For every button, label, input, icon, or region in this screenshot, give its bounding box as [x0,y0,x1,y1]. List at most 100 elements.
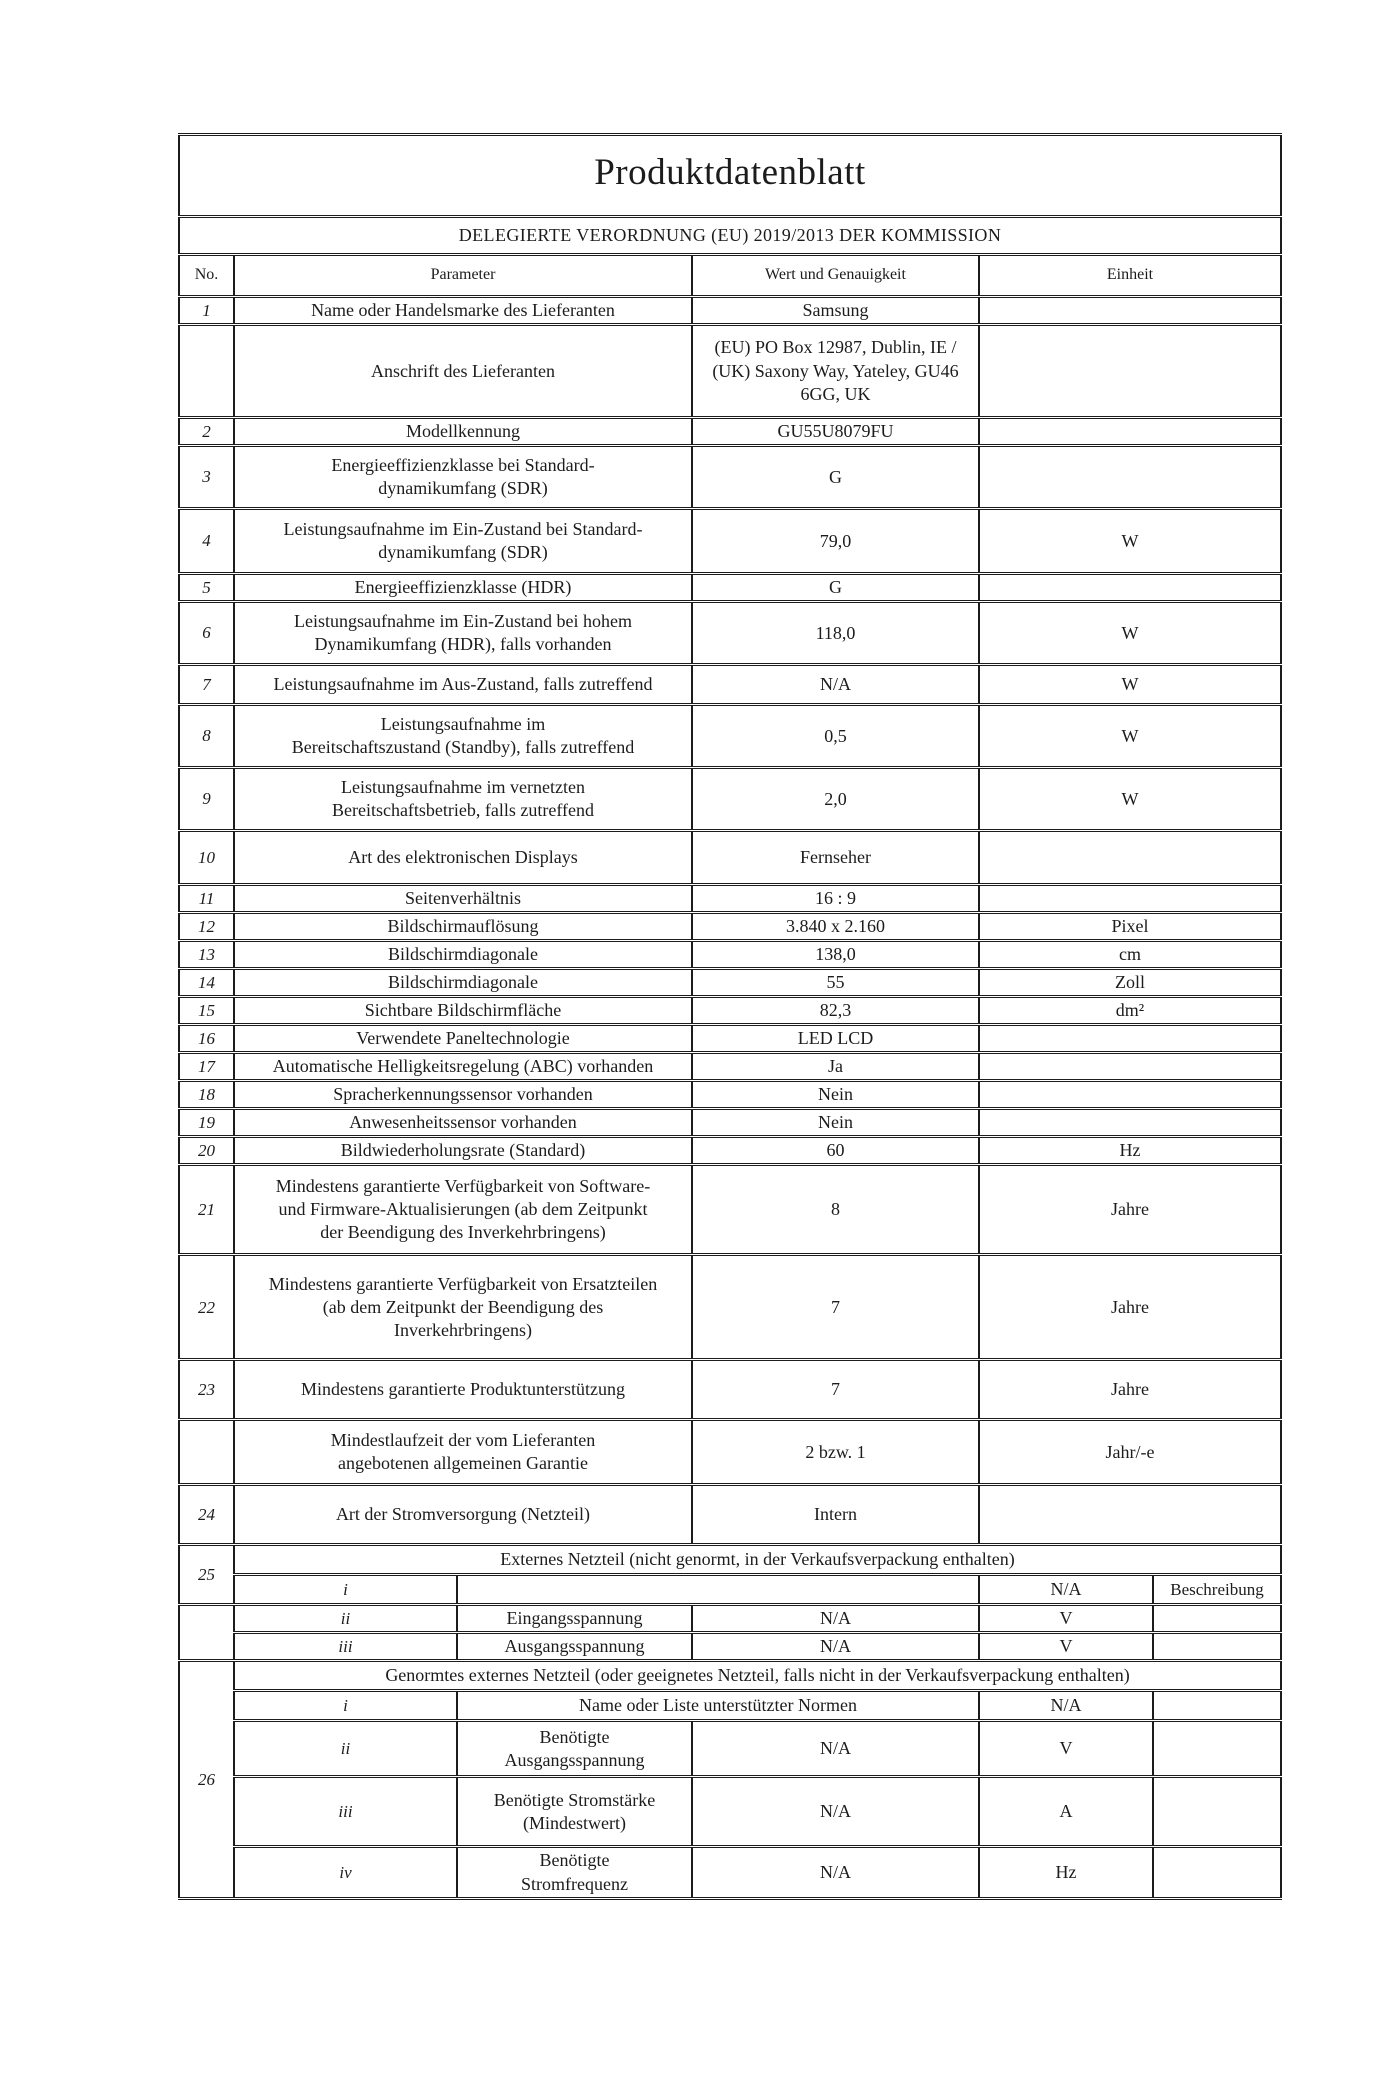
column-header-row: No. Parameter Wert und Genauigkeit Einhe… [178,253,1283,298]
row-number: 2 [178,416,235,448]
description-cell [1151,1845,1283,1900]
table-row: 24 Art der Stromversorgung (Netzteil) In… [178,1483,1283,1547]
row-number: 8 [178,703,235,770]
value-cell: 79,0 [691,507,980,576]
section-26-row-iv: iv Benötigte Stromfrequenz N/A Hz [179,1845,1283,1900]
row-number [178,1603,235,1663]
unit-cell: Jahre [977,1358,1283,1422]
section-26-row-ii: ii Benötigte Ausgangsspannung N/A V [179,1719,1283,1779]
parameter-cell: Bildwiederholungsrate (Standard) [233,1135,693,1167]
unit-cell [977,1483,1283,1547]
value-cell: N/A [691,1631,980,1663]
page-title: Produktdatenblatt [177,133,1283,218]
value-cell: N/A [691,1775,980,1849]
row-number: 9 [178,766,235,833]
row-number: 20 [178,1135,235,1167]
sub-index-cell: ii [233,1603,458,1635]
parameter-cell: Leistungsaufnahme im vernetzten Bereitsc… [233,766,693,833]
unit-cell: W [977,600,1283,667]
parameter-cell: Automatische Helligkeitsregelung (ABC) v… [233,1051,693,1083]
product-datasheet-table: Produktdatenblatt DELEGIERTE VERORDNUNG … [177,133,1283,1900]
unit-cell: A [978,1775,1154,1849]
parameter-cell: Benötigte Ausgangsspannung [456,1719,693,1779]
unit-cell [977,829,1283,887]
unit-cell: Jahre [977,1253,1283,1362]
value-cell: Intern [691,1483,980,1547]
unit-cell [977,883,1283,915]
unit-cell: N/A [978,1689,1154,1723]
row-number: 17 [178,1051,235,1083]
table-row: 7 Leistungsaufnahme im Aus-Zustand, fall… [178,663,1283,707]
section-25-row-iii: iii Ausgangsspannung N/A V [179,1631,1283,1663]
table-row: 4 Leistungsaufnahme im Ein-Zustand bei S… [178,507,1283,576]
parameter-cell: Energieeffizienzklasse (HDR) [233,572,693,604]
row-number: 12 [178,911,235,943]
table-row: 14 Bildschirmdiagonale 55 Zoll [178,967,1283,999]
unit-cell: V [978,1603,1154,1635]
table-row: 13 Bildschirmdiagonale 138,0 cm [178,939,1283,971]
unit-cell [977,1051,1283,1083]
value-cell: (EU) PO Box 12987, Dublin, IE / (UK) Sax… [691,323,980,420]
row-number: 21 [178,1163,235,1257]
parameter-cell: Mindestens garantierte Verfügbarkeit von… [233,1163,693,1257]
sub-index-cell: iv [233,1845,458,1900]
parameter-cell: Mindestlaufzeit der vom Lieferanten ange… [233,1418,693,1487]
unit-cell: V [978,1719,1154,1779]
unit-cell [977,323,1283,420]
value-cell: 3.840 x 2.160 [691,911,980,943]
parameter-cell: Anschrift des Lieferanten [233,323,693,420]
parameter-cell: Name oder Liste unterstützter Normen [456,1689,980,1723]
parameter-cell: Spracherkennungssensor vorhanden [233,1079,693,1111]
parameter-cell: Leistungsaufnahme im Aus-Zustand, falls … [233,663,693,707]
unit-cell: Jahr/-e [977,1418,1283,1487]
value-cell: 55 [691,967,980,999]
table-row: 20 Bildwiederholungsrate (Standard) 60 H… [178,1135,1283,1167]
parameter-cell: Modellkennung [233,416,693,448]
parameter-cell: Benötigte Stromstärke (Mindestwert) [456,1775,693,1849]
sub-index-cell: iii [233,1631,458,1663]
value-cell: 118,0 [691,600,980,667]
table-row: Mindestlaufzeit der vom Lieferanten ange… [178,1418,1283,1487]
unit-cell [977,294,1283,327]
table-row: 1 Name oder Handelsmarke des Lieferanten… [178,294,1283,327]
row-number: 10 [178,829,235,887]
row-number: 26 [178,1659,235,1900]
section-26-row-iii: iii Benötigte Stromstärke (Mindestwert) … [179,1775,1283,1849]
unit-cell [977,1079,1283,1111]
value-cell: GU55U8079FU [691,416,980,448]
unit-cell [977,1023,1283,1055]
col-header-parameter: Parameter [233,253,693,298]
unit-cell: W [977,766,1283,833]
unit-cell: N/A [978,1573,1154,1607]
table-row: 3 Energieeffizienzklasse bei Standard- d… [178,444,1283,511]
description-cell: Beschreibung [1151,1573,1283,1607]
section-header-cell: Externes Netzteil (nicht genormt, in der… [232,1543,1283,1577]
parameter-cell: Eingangsspannung [456,1603,693,1635]
value-cell: N/A [691,1845,980,1900]
value-cell: 0,5 [691,703,980,770]
table-row: 9 Leistungsaufnahme im vernetzten Bereit… [178,766,1283,833]
unit-cell: W [977,703,1283,770]
row-number: 3 [178,444,235,511]
table-row: 10 Art des elektronischen Displays Ferns… [178,829,1283,887]
sub-index-cell: ii [233,1719,458,1779]
parameter-cell: Art des elektronischen Displays [233,829,693,887]
unit-cell: Hz [977,1135,1283,1167]
table-row: Anschrift des Lieferanten (EU) PO Box 12… [178,323,1283,420]
table-row: 15 Sichtbare Bildschirmfläche 82,3 dm² [178,995,1283,1027]
row-number: 23 [178,1358,235,1422]
table-row: 12 Bildschirmauflösung 3.840 x 2.160 Pix… [178,911,1283,943]
row-number: 1 [178,294,235,327]
value-cell: N/A [691,1603,980,1635]
description-cell [1151,1689,1283,1723]
description-cell [1151,1719,1283,1779]
table-row: 22 Mindestens garantierte Verfügbarkeit … [178,1253,1283,1362]
col-header-value: Wert und Genauigkeit [691,253,980,298]
row-number: 19 [178,1107,235,1139]
section-26-header-row: 26 Genormtes externes Netzteil (oder gee… [178,1659,1283,1900]
value-cell: G [691,444,980,511]
parameter-cell: Leistungsaufnahme im Bereitschaftszustan… [233,703,693,770]
unit-cell [977,444,1283,511]
description-cell [1151,1631,1283,1663]
value-cell: Samsung [691,294,980,327]
